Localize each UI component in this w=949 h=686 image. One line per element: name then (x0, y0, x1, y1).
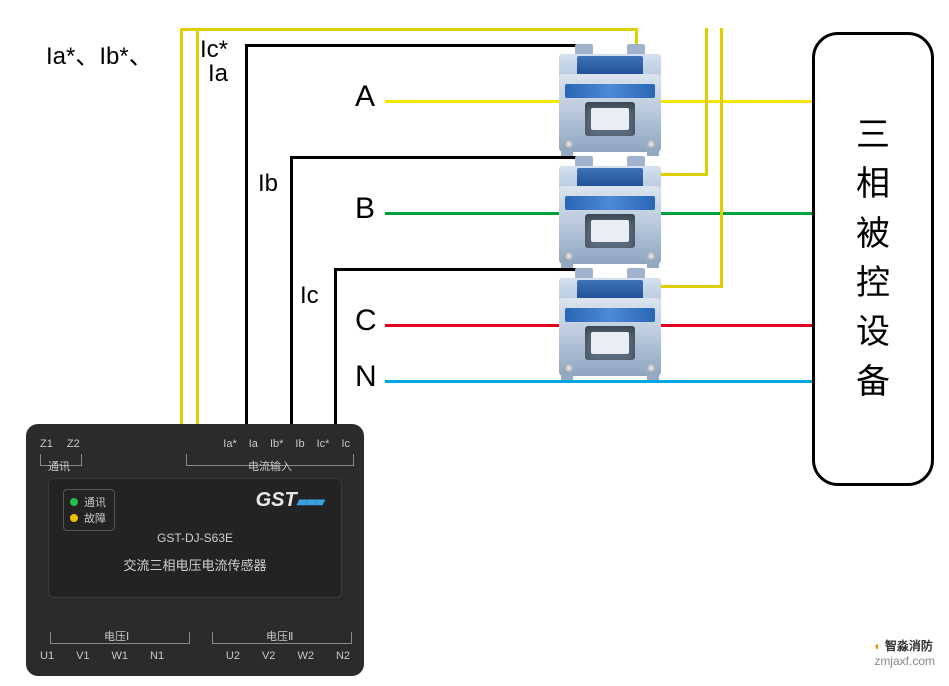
terminal-W2: W2 (297, 650, 314, 662)
Ia-label: Ia (208, 60, 228, 88)
led-fault: 故障 (70, 510, 106, 526)
neutral-line-N (385, 380, 820, 383)
phase-label-C: C (355, 304, 377, 338)
ct-return-label: Ia*、Ib*、 (46, 36, 153, 71)
terminal-Ib: Ib (295, 438, 304, 450)
terminal-V1: V1 (76, 650, 89, 662)
terminal-N1: N1 (150, 650, 164, 662)
terminal-U2: U2 (226, 650, 240, 662)
terminal-W1: W1 (112, 650, 129, 662)
led-comm: 通讯 (70, 494, 106, 510)
ct-phase-B (555, 156, 665, 264)
device-top-terminals: Z1 Z2 Ia* Ia Ib* Ib Ic* Ic (26, 438, 364, 450)
Ic-hline (334, 268, 590, 271)
watermark-url: zmjaxf.com (874, 654, 935, 668)
terminal-Ic: Ic (341, 438, 350, 450)
ct-return-vert-1 (180, 28, 183, 424)
terminal-V2: V2 (262, 650, 275, 662)
Ia-hline (245, 44, 590, 47)
device-description: 交流三相电压电流传感器 (49, 555, 341, 574)
voltage2-group-label: 电压Ⅱ (266, 628, 293, 644)
phase-label-B: B (355, 192, 375, 226)
ct-phase-A (555, 44, 665, 152)
ct-return-vert-2 (196, 28, 199, 424)
watermark: ◐ 智淼消防 zmjaxf.com (874, 637, 935, 668)
terminal-Ia: Ia (249, 438, 258, 450)
controlled-equipment-box: 三 相 被 控 设 备 (812, 32, 934, 486)
device-brand-logo: GST▰▰▰ (256, 489, 323, 512)
controlled-equipment-label: 三 相 被 控 设 备 (815, 35, 931, 483)
Ib-vline (290, 156, 293, 424)
Ia-vline (245, 44, 248, 424)
voltage1-group-label: 电压Ⅰ (104, 628, 129, 644)
current-input-group-label: 电流输入 (248, 458, 292, 474)
terminal-U1: U1 (40, 650, 54, 662)
terminal-Z1: Z1 (40, 438, 53, 450)
terminal-N2: N2 (336, 650, 350, 662)
Ib-hline (290, 156, 590, 159)
ct-phase-C (555, 268, 665, 376)
phase-label-N: N (355, 360, 377, 394)
terminal-Z2: Z2 (67, 438, 80, 450)
terminal-Ic-star: Ic* (317, 438, 330, 450)
ct-return-riser-B (705, 28, 708, 176)
Ic-vline (334, 268, 337, 424)
terminal-Ia-star: Ia* (223, 438, 236, 450)
ct-return-riser-C (720, 28, 723, 288)
ct-return-horiz-top (180, 28, 638, 31)
terminal-Ib-star: Ib* (270, 438, 283, 450)
phase-label-A: A (355, 80, 375, 114)
watermark-brand: 智淼消防 (885, 639, 933, 653)
gst-sensor-device: Z1 Z2 Ia* Ia Ib* Ib Ic* Ic 通讯 电流输入 通讯 故障… (26, 424, 364, 676)
device-front-panel: 通讯 故障 GST▰▰▰ GST-DJ-S63E 交流三相电压电流传感器 (48, 478, 342, 598)
device-model: GST-DJ-S63E (49, 531, 341, 545)
Ic-label: Ic (300, 282, 319, 310)
Ib-label: Ib (258, 170, 278, 198)
device-led-group: 通讯 故障 (63, 489, 115, 531)
device-bottom-terminals: U1 V1 W1 N1 U2 V2 W2 N2 (26, 650, 364, 662)
comm-group-label: 通讯 (48, 458, 70, 474)
